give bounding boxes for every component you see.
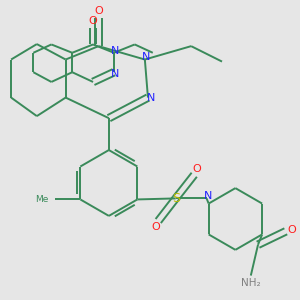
Text: N: N	[146, 93, 155, 103]
Text: N: N	[111, 46, 119, 56]
Text: O: O	[193, 164, 201, 174]
Text: O: O	[89, 16, 98, 26]
Text: N: N	[111, 69, 119, 79]
Text: NH₂: NH₂	[241, 278, 261, 287]
Text: S: S	[172, 192, 180, 205]
Text: N: N	[204, 190, 212, 201]
Text: N: N	[142, 52, 150, 62]
Text: O: O	[151, 222, 160, 232]
Text: Me: Me	[35, 195, 49, 204]
Text: O: O	[287, 225, 296, 235]
Text: O: O	[94, 6, 103, 16]
